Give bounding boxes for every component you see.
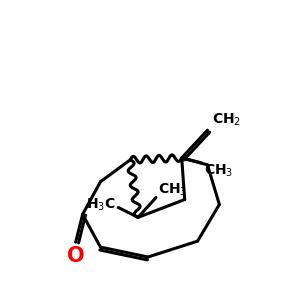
- Text: O: O: [67, 246, 85, 266]
- Text: CH$_3$: CH$_3$: [158, 182, 187, 198]
- Text: CH$_3$: CH$_3$: [205, 163, 234, 179]
- Text: CH$_2$: CH$_2$: [212, 112, 242, 128]
- Text: H$_3$C: H$_3$C: [85, 196, 115, 213]
